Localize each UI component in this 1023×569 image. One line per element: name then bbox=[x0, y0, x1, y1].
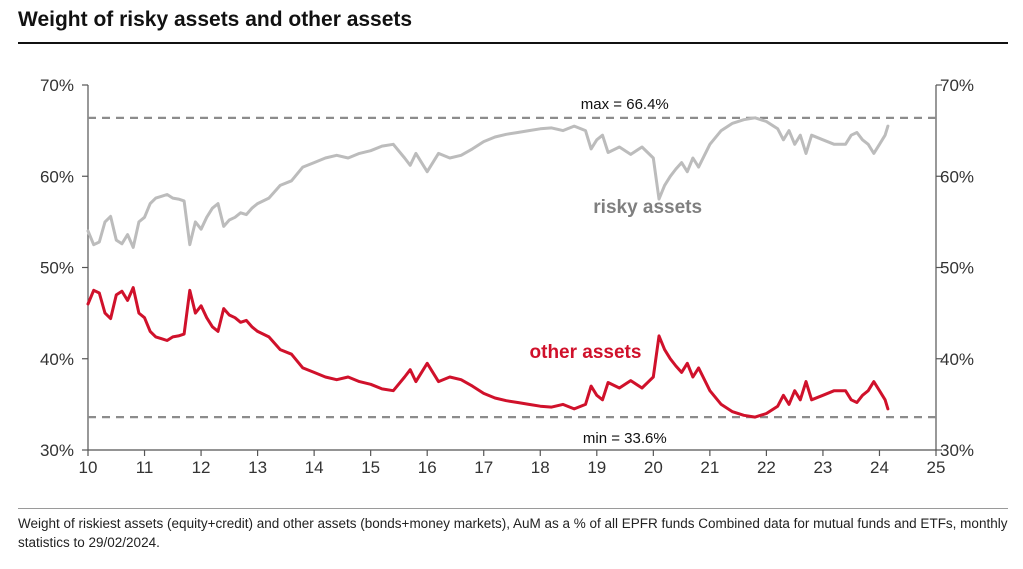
y-tick-label-left: 70% bbox=[40, 76, 74, 95]
risky-assets-line bbox=[86, 116, 890, 249]
y-tick-label-right: 40% bbox=[940, 350, 974, 369]
x-tick-label: 14 bbox=[305, 458, 324, 477]
x-tick-label: 13 bbox=[248, 458, 267, 477]
y-tick-label-right: 60% bbox=[940, 167, 974, 186]
x-tick-label: 22 bbox=[757, 458, 776, 477]
x-tick-label: 24 bbox=[870, 458, 889, 477]
x-tick-label: 15 bbox=[361, 458, 380, 477]
other-assets-line bbox=[86, 286, 890, 419]
y-tick-label-left: 40% bbox=[40, 350, 74, 369]
caption-divider bbox=[18, 508, 1008, 509]
x-tick-label: 12 bbox=[192, 458, 211, 477]
x-tick-label: 11 bbox=[136, 458, 154, 477]
reference-lines bbox=[88, 116, 936, 419]
x-tick-label: 21 bbox=[700, 458, 719, 477]
chart-title: Weight of risky assets and other assets bbox=[18, 8, 413, 31]
line-chart: 30% 30% 40% 40% 50% 50% 60% 60% 70% 70% 10 11 12 13 14… bbox=[40, 76, 974, 477]
x-tick-label: 10 bbox=[79, 458, 98, 477]
x-tick-label: 20 bbox=[644, 458, 663, 477]
x-tick-label: 16 bbox=[418, 458, 437, 477]
y-tick-label-left: 30% bbox=[40, 441, 74, 460]
series-lines bbox=[86, 116, 890, 419]
x-tick-label: 25 bbox=[927, 458, 946, 477]
min-label: min = 33.6% bbox=[583, 430, 667, 447]
axes: 30% 30% 40% 40% 50% 50% 60% 60% 70% 70% 10 11 12 13 14… bbox=[40, 76, 974, 477]
risky-assets-label: risky assets bbox=[593, 197, 702, 218]
title-underline bbox=[18, 42, 1008, 44]
max-label: max = 66.4% bbox=[581, 96, 669, 113]
chart-caption: Weight of riskiest assets (equity+credit… bbox=[18, 516, 1008, 550]
y-tick-label-left: 60% bbox=[40, 167, 74, 186]
x-tick-label: 18 bbox=[531, 458, 550, 477]
y-tick-label-right: 30% bbox=[940, 441, 974, 460]
other-assets-label: other assets bbox=[530, 342, 642, 363]
labels: max = 66.4% min = 33.6% risky assets other … bbox=[530, 96, 703, 447]
x-tick-label: 17 bbox=[474, 458, 493, 477]
y-tick-label-left: 50% bbox=[40, 259, 74, 278]
y-tick-label-right: 70% bbox=[940, 76, 974, 95]
y-tick-label-right: 50% bbox=[940, 259, 974, 278]
x-tick-label: 23 bbox=[813, 458, 832, 477]
x-tick-label: 19 bbox=[587, 458, 606, 477]
